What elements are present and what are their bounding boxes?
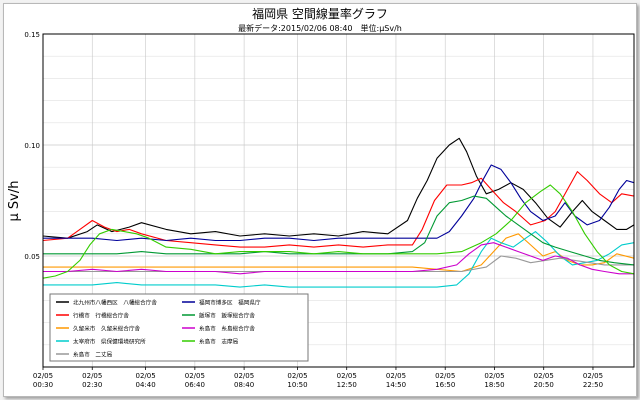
y-axis-label: μ Sv/h [7, 181, 22, 222]
series-line [43, 231, 635, 288]
x-tick-time: 08:40 [234, 381, 254, 389]
x-tick-time: 06:40 [185, 381, 205, 389]
x-tick-date: 02/05 [136, 372, 156, 380]
x-tick-date: 02/05 [534, 372, 554, 380]
y-tick-label: 0.05 [24, 253, 40, 261]
series-line [42, 171, 635, 248]
x-tick-date: 02/05 [82, 372, 102, 380]
chart-window: 福岡県 空間線量率グラフ 最新データ:2015/02/06 08:40 単位:μ… [3, 3, 637, 397]
x-tick-date: 02/05 [435, 372, 455, 380]
series-line [43, 242, 634, 275]
legend-entry: 久留米市 久留米総合庁舎 [73, 325, 141, 333]
x-tick-time: 20:50 [534, 381, 554, 389]
chart: 福岡県 空間線量率グラフ 最新データ:2015/02/06 08:40 単位:μ… [7, 6, 635, 389]
legend-entry: 北九州市八幡西区 八幡総合庁舎 [73, 299, 157, 307]
x-tick-date: 02/05 [386, 372, 406, 380]
x-tick-time: 04:40 [136, 381, 156, 389]
y-tick-label: 0.10 [24, 142, 40, 150]
series-line [43, 164, 635, 242]
x-tick-time: 10:50 [287, 381, 307, 389]
chart-title: 福岡県 空間線量率グラフ [252, 6, 388, 21]
legend-entry: 行橋市 行橋総合庁舎 [73, 312, 129, 320]
x-tick-time: 12:50 [337, 381, 357, 389]
x-tick-time: 18:50 [484, 381, 504, 389]
y-tick-label: 0.15 [24, 31, 40, 39]
series-line [43, 255, 634, 273]
x-tick-date: 02/05 [185, 372, 205, 380]
series-line [43, 233, 635, 273]
x-tick-date: 02/05 [583, 372, 603, 380]
legend-entry: 太宰府市 県保健環境研究所 [73, 338, 146, 346]
legend-box [49, 293, 309, 362]
x-tick-time: 02:30 [82, 381, 102, 389]
x-tick-date: 02/05 [484, 372, 504, 380]
x-tick-date: 02/05 [287, 372, 307, 380]
chart-subtitle: 最新データ:2015/02/06 08:40 単位:μSv/h [238, 23, 402, 33]
x-tick-date: 02/05 [337, 372, 357, 380]
legend-entry: 糸島市 糸島総合庁舎 [199, 325, 255, 333]
x-tick-date: 02/05 [33, 372, 53, 380]
x-tick-time: 00:30 [33, 381, 53, 389]
plot-area [42, 33, 635, 368]
x-tick-time: 16:50 [435, 381, 455, 389]
series-line [42, 137, 635, 239]
x-tick-date: 02/05 [234, 372, 254, 380]
series-line [42, 184, 635, 279]
x-tick-time: 22:50 [583, 381, 603, 389]
series-lines [42, 137, 635, 288]
legend-entry: 福岡市博多区 福岡県庁 [199, 299, 261, 307]
x-tick-time: 14:50 [386, 381, 406, 389]
series-line [43, 195, 635, 266]
y-tick-labels: 0.05 0.10 0.15 [24, 31, 40, 261]
legend-entry: 糸島市 二丈局 [73, 351, 113, 359]
legend-entry: 糸島市 志摩局 [199, 338, 239, 346]
legend-entry: 飯塚市 飯塚総合庁舎 [199, 312, 255, 320]
x-tick-labels: 02/0500:3002/0502:3002/0504:4002/0506:40… [33, 367, 603, 389]
